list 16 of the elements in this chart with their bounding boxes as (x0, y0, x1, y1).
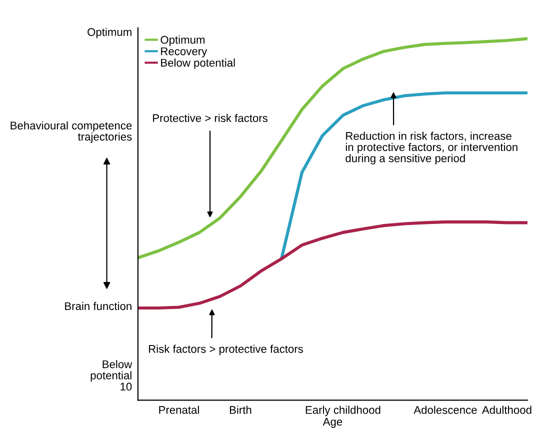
text: Below potential 10 (90, 360, 132, 391)
x-tick-label: Prenatal (159, 406, 199, 414)
text: Behavioural competence trajectories (10, 121, 132, 143)
x-tick-label: Adulthood (482, 406, 532, 414)
x-tick-label: Adolescence (414, 406, 477, 414)
annotation: Reduction in risk factors, increase in protective factors, or intervention during a sensitive period (346, 132, 518, 164)
text: Optimum (88, 28, 132, 38)
x-tick-label: Birth (230, 406, 252, 414)
x-axis-title: Age (322, 418, 342, 428)
x-tick-label: Early childhood (306, 406, 380, 416)
legend-label: Recovery (161, 47, 208, 58)
annotation: Risk factors > protective factors (148, 344, 303, 356)
legend-label: Below potential (161, 58, 235, 69)
legend-label: Optimum (160, 36, 205, 46)
text: Brain function (65, 302, 132, 310)
annotation: Protective > risk factors (153, 114, 268, 122)
